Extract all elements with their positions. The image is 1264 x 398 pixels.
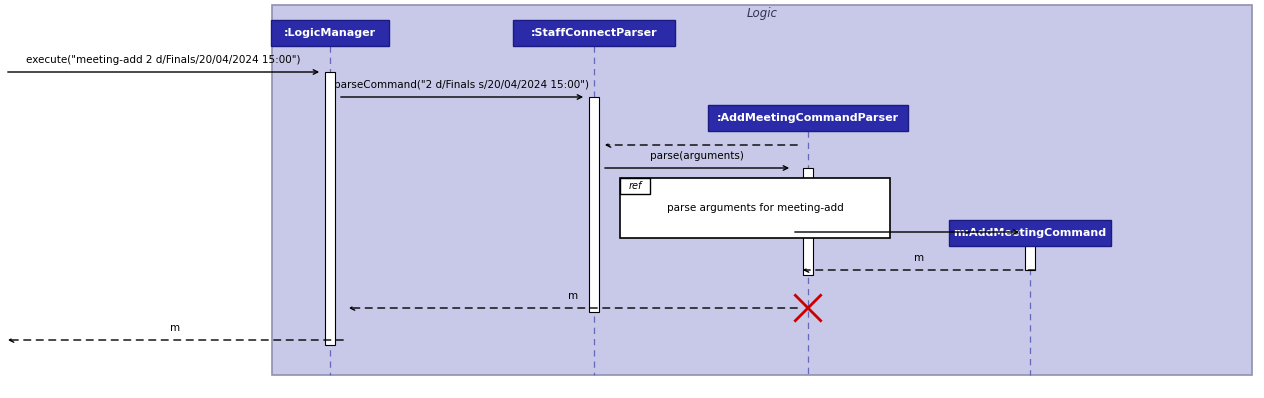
Text: :AddMeetingCommandParser: :AddMeetingCommandParser bbox=[717, 113, 899, 123]
Bar bbox=[803, 168, 813, 275]
Bar bbox=[272, 5, 1253, 375]
Bar bbox=[589, 97, 599, 312]
Bar bbox=[513, 20, 675, 46]
Bar bbox=[325, 72, 335, 345]
Text: execute("meeting-add 2 d/Finals/20/04/2024 15:00"): execute("meeting-add 2 d/Finals/20/04/20… bbox=[27, 55, 301, 65]
Bar bbox=[272, 20, 389, 46]
Text: m: m bbox=[914, 253, 924, 263]
Text: m:AddMeetingCommand: m:AddMeetingCommand bbox=[953, 228, 1106, 238]
Text: :StaffConnectParser: :StaffConnectParser bbox=[531, 28, 657, 38]
Bar bbox=[621, 178, 890, 238]
Text: parse arguments for meeting-add: parse arguments for meeting-add bbox=[666, 203, 843, 213]
Text: parseCommand("2 d/Finals s/20/04/2024 15:00"): parseCommand("2 d/Finals s/20/04/2024 15… bbox=[335, 80, 589, 90]
Text: m: m bbox=[171, 323, 181, 333]
Bar bbox=[1025, 232, 1035, 270]
Text: ref: ref bbox=[628, 181, 642, 191]
Bar bbox=[708, 105, 908, 131]
Text: :LogicManager: :LogicManager bbox=[284, 28, 377, 38]
Text: parse(arguments): parse(arguments) bbox=[650, 151, 744, 161]
Text: Logic: Logic bbox=[747, 7, 777, 20]
Text: m: m bbox=[568, 291, 578, 301]
Bar bbox=[621, 178, 650, 194]
Bar bbox=[949, 220, 1111, 246]
